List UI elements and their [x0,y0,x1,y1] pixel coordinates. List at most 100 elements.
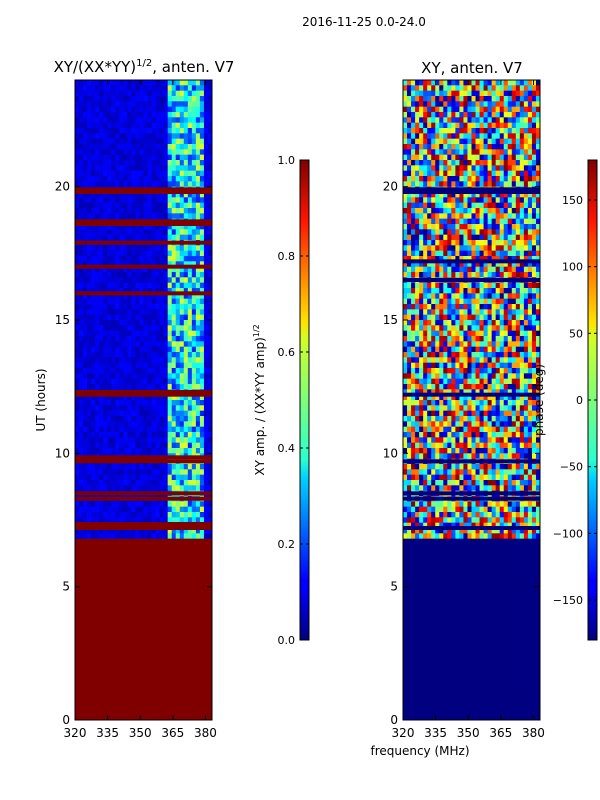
heatmap-cell [199,517,205,524]
heatmap-cell [171,629,177,636]
heatmap-cell [203,346,209,353]
heatmap-cell [91,480,96,486]
heatmap-cell [75,154,80,161]
heatmap-cell [195,373,201,380]
heatmap-cell [195,682,201,689]
heatmap-cell [175,298,181,305]
heatmap-cell [163,160,169,166]
heatmap-cell [431,208,436,214]
heatmap-cell [479,122,484,129]
heatmap-cell [179,405,185,412]
heatmap-cell [207,229,213,236]
heatmap-cell [167,405,173,412]
heatmap-cell [91,704,96,710]
heatmap-cell [127,229,132,236]
heatmap-cell [155,352,161,358]
heatmap-cell [111,682,116,689]
heatmap-cell [155,208,161,214]
heatmap-cell [103,501,108,508]
heatmap-cell [163,533,169,540]
heatmap-cell [95,325,100,332]
heatmap-cell [95,234,100,241]
heatmap-cell [175,448,181,454]
heatmap-cell [99,341,104,348]
heatmap-cell [175,288,181,294]
heatmap-cell [179,592,185,598]
heatmap-cell [115,160,120,166]
heatmap-cell [195,714,201,721]
heatmap-cell [167,421,173,428]
heatmap-cell [111,506,116,513]
heatmap-cell [531,138,537,145]
heatmap-cell [127,122,132,129]
heatmap-cell [143,581,148,588]
heatmap-cell [151,682,156,689]
heatmap-cell [79,181,84,188]
heatmap-cell [115,613,120,620]
heatmap-cell [151,410,156,417]
heatmap-cell [139,229,144,236]
heatmap-cell [103,432,108,438]
x-tick-label: 350 [129,726,152,740]
heatmap-cell [435,208,440,214]
heatmap-cell [135,373,140,380]
heatmap-cell [127,272,132,278]
heatmap-cell [151,714,156,721]
heatmap-cell [127,501,132,508]
heatmap-cell [511,106,517,113]
heatmap-cell [187,442,193,449]
heatmap-cell [135,197,140,204]
heatmap-cell [535,176,541,182]
heatmap-cell [107,160,112,166]
heatmap-cell [195,565,201,572]
heatmap-cell [111,613,116,620]
heatmap-cell [131,485,136,492]
heatmap-cell [155,506,161,513]
heatmap-cell [415,208,420,214]
heatmap-cell [171,165,177,172]
heatmap-cell [79,400,84,406]
heatmap-cell [519,117,525,124]
heatmap-cell [187,506,193,513]
heatmap-cell [407,96,412,102]
heatmap-cell [419,106,424,113]
heatmap-cell [151,592,156,598]
heatmap-cell [123,586,128,593]
heatmap-cell [131,266,136,273]
heatmap-cell [75,176,80,182]
heatmap-cell [99,586,104,593]
heatmap-cell [75,133,80,140]
heatmap-cell [451,112,456,118]
heatmap-cell [195,560,201,566]
heatmap-cell [159,442,165,449]
heatmap-cell [151,426,156,433]
heatmap-cell [91,346,96,353]
heatmap-cell [99,560,104,566]
heatmap-cell [203,256,209,262]
heatmap-cell [519,197,525,204]
heatmap-cell [127,682,132,689]
heatmap-cell [527,85,533,92]
heatmap-cell [471,149,476,156]
heatmap-cell [523,96,529,102]
heatmap-cell [119,581,124,588]
heatmap-cell [199,384,205,390]
heatmap-cell [127,133,132,140]
heatmap-cell [143,437,148,444]
heatmap-cell [159,394,165,401]
heatmap-cell [147,581,152,588]
heatmap-cell [159,304,165,310]
heatmap-cell [415,106,420,113]
heatmap-cell [83,448,88,454]
heatmap-cell [475,149,480,156]
heatmap-cell [135,624,140,630]
heatmap-cell [171,485,177,492]
heatmap-cell [171,368,177,374]
heatmap-cell [191,229,197,236]
amplitude-colorbar: 0.00.20.40.60.81.0 XY amp. / (XX*YY amp)… [252,154,310,647]
heatmap-cell [159,560,165,566]
heatmap-cell [207,512,213,518]
heatmap-cell [115,400,120,406]
heatmap-cell [139,309,144,316]
heatmap-cell [119,618,124,625]
